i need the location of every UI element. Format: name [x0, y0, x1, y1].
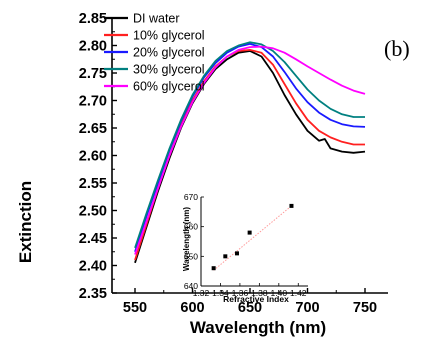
- legend-label-2: 10% glycerol: [133, 29, 205, 43]
- inset-data-point-4: [247, 230, 252, 235]
- x-tick-label: 550: [123, 300, 147, 316]
- x-tick-label: 700: [295, 300, 319, 316]
- inset-background: [201, 197, 308, 286]
- x-tick-label: 750: [353, 300, 377, 316]
- inset-data-point-1: [211, 266, 216, 271]
- y-tick-label: 2.70: [79, 94, 107, 110]
- y-tick-label: 2.50: [79, 204, 107, 220]
- legend-label-4: 30% glycerol: [133, 63, 205, 77]
- legend-label-3: 20% glycerol: [133, 46, 205, 60]
- inset-x-tick-label: 1.42: [290, 288, 307, 298]
- inset-y-axis-label: Wavelength (nm): [182, 207, 191, 271]
- x-tick-label: 600: [180, 300, 204, 316]
- inset-plot: 640 650 660 670 1.32 1.34 1.36 1.38 1.40 1.42: [184, 192, 308, 298]
- panel-label: (b): [384, 36, 410, 61]
- inset-y-tick-label: 660: [184, 222, 198, 232]
- inset-x-tick-label: 1.32: [193, 288, 210, 298]
- inset-data-point-3: [234, 251, 239, 256]
- y-tick-label: 2.45: [79, 231, 107, 247]
- inset-data-point-5: [289, 203, 294, 208]
- inset-y-tick-label: 670: [184, 192, 198, 202]
- inset-x-tick-label: 1.38: [251, 288, 268, 298]
- x-tick-label: 650: [238, 300, 262, 316]
- main-plot-axes: 2.35 2.40 2.45 2.50 2.55 2.60 2.65 2.70 2.75 2.80…: [79, 11, 388, 316]
- y-tick-label: 2.40: [79, 259, 107, 275]
- legend: DI water 10% glycerol 20% glycerol 30% glyc…: [104, 12, 205, 94]
- inset-y-tick-label: 640: [184, 281, 198, 291]
- inset-fit-line: [213, 205, 292, 271]
- x-axis-label: Wavelength (nm): [190, 318, 326, 337]
- y-tick-label: 2.35: [79, 286, 107, 302]
- y-axis-label: Extinction: [16, 181, 35, 263]
- series-line-5: [134, 45, 366, 255]
- y-tick-label: 2.65: [79, 121, 107, 137]
- y-tick-label: 2.55: [79, 176, 107, 192]
- y-tick-label: 2.80: [79, 39, 107, 55]
- legend-label-5: 60% glycerol: [133, 80, 205, 94]
- y-tick-label: 2.75: [79, 66, 107, 82]
- inset-x-tick-label: 1.34: [212, 288, 229, 298]
- inset-y-tick-label: 650: [184, 251, 198, 261]
- y-tick-label: 2.85: [79, 11, 107, 27]
- legend-label-1: DI water: [133, 12, 180, 26]
- y-tick-label: 2.60: [79, 149, 107, 165]
- inset-x-tick-label: 1.36: [232, 288, 249, 298]
- inset-data-point-2: [223, 254, 228, 259]
- main-plot-series: [134, 41, 366, 264]
- inset-x-tick-label: 1.40: [271, 288, 288, 298]
- series-line-4: [134, 41, 365, 249]
- inset-x-axis-label: Refractive Index: [223, 294, 289, 304]
